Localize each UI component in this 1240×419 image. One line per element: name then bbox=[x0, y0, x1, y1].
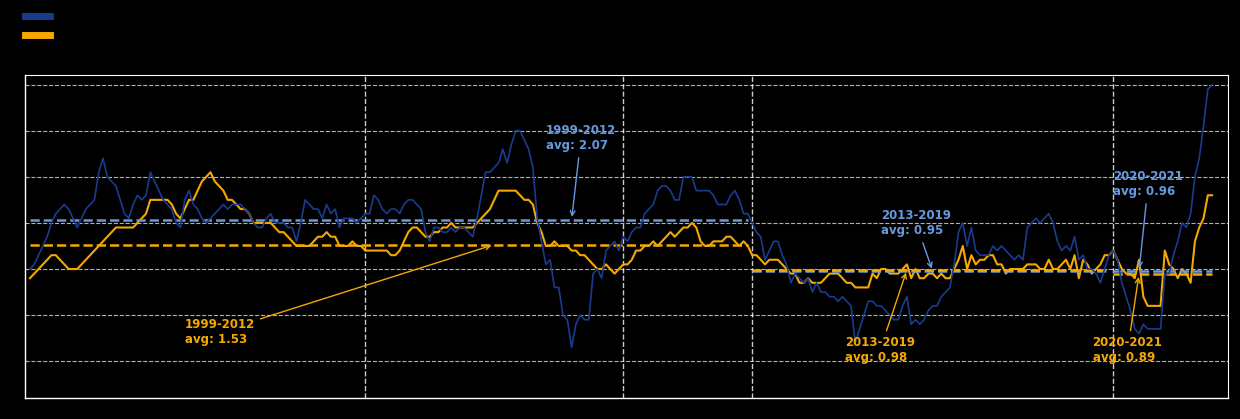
Text: 2020-2021
avg: 0.89: 2020-2021 avg: 0.89 bbox=[1092, 278, 1162, 364]
Text: 2013-2019
avg: 0.95: 2013-2019 avg: 0.95 bbox=[882, 210, 951, 267]
Text: 2013-2019
avg: 0.98: 2013-2019 avg: 0.98 bbox=[844, 274, 915, 364]
Text: 2020-2021
avg: 0.96: 2020-2021 avg: 0.96 bbox=[1114, 170, 1183, 266]
Legend: , : , bbox=[25, 11, 60, 43]
Text: 1999-2012
avg: 1.53: 1999-2012 avg: 1.53 bbox=[185, 245, 490, 346]
Text: 1999-2012
avg: 2.07: 1999-2012 avg: 2.07 bbox=[546, 124, 616, 215]
